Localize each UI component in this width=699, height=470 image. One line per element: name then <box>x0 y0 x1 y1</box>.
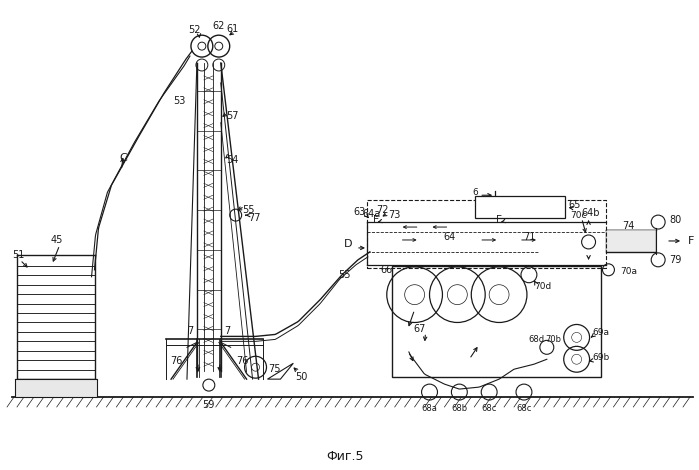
Text: 68d: 68d <box>529 335 545 344</box>
Text: 7: 7 <box>224 327 230 337</box>
Text: F: F <box>688 236 694 246</box>
Text: 76: 76 <box>236 356 249 366</box>
Bar <box>367 200 607 268</box>
Text: 57: 57 <box>226 111 238 121</box>
Bar <box>475 196 565 218</box>
Text: 68b: 68b <box>452 405 468 414</box>
Text: E: E <box>496 215 502 225</box>
Bar <box>391 266 600 377</box>
Text: 50: 50 <box>295 372 308 382</box>
Text: C: C <box>120 154 127 164</box>
Text: 70b: 70b <box>546 335 562 344</box>
Text: 76: 76 <box>170 356 182 366</box>
Text: 70c: 70c <box>570 211 587 219</box>
Text: 73: 73 <box>389 210 401 220</box>
Text: 68a: 68a <box>421 405 438 414</box>
Text: 51: 51 <box>12 250 24 260</box>
Text: 71: 71 <box>523 232 535 242</box>
Text: 55: 55 <box>243 205 255 215</box>
Text: 70a: 70a <box>621 267 637 276</box>
Text: 69a: 69a <box>593 328 610 337</box>
Text: 63: 63 <box>354 207 366 217</box>
Text: 54: 54 <box>226 156 238 165</box>
Text: 64b: 64b <box>582 208 600 218</box>
Text: 74: 74 <box>622 221 635 231</box>
Text: 6: 6 <box>473 188 478 197</box>
Polygon shape <box>268 363 294 379</box>
Text: 68c: 68c <box>517 405 532 414</box>
Text: 7: 7 <box>187 327 194 337</box>
Text: D: D <box>344 239 352 249</box>
Text: 77: 77 <box>249 213 261 223</box>
Text: Фиг.5: Фиг.5 <box>326 450 363 463</box>
Text: 64a: 64a <box>363 209 381 219</box>
Text: 65: 65 <box>569 200 581 210</box>
Bar <box>607 230 656 252</box>
Text: 67: 67 <box>413 324 426 335</box>
Text: 66: 66 <box>380 265 393 275</box>
Text: 70d: 70d <box>534 282 551 291</box>
Bar <box>15 379 96 397</box>
Text: 69b: 69b <box>593 353 610 362</box>
Text: 61: 61 <box>226 24 239 34</box>
Text: 72: 72 <box>377 205 389 215</box>
Text: 59: 59 <box>203 400 215 410</box>
Text: 80: 80 <box>669 215 682 225</box>
Text: E: E <box>373 215 379 225</box>
Text: 55: 55 <box>338 270 351 280</box>
Text: 52: 52 <box>189 25 201 35</box>
Text: 79: 79 <box>669 255 682 265</box>
Text: 75: 75 <box>268 364 281 374</box>
Text: 45: 45 <box>50 235 63 245</box>
Text: 62: 62 <box>212 21 225 31</box>
Text: 68c: 68c <box>482 405 497 414</box>
Text: 53: 53 <box>173 96 186 106</box>
Text: 64: 64 <box>443 232 456 242</box>
